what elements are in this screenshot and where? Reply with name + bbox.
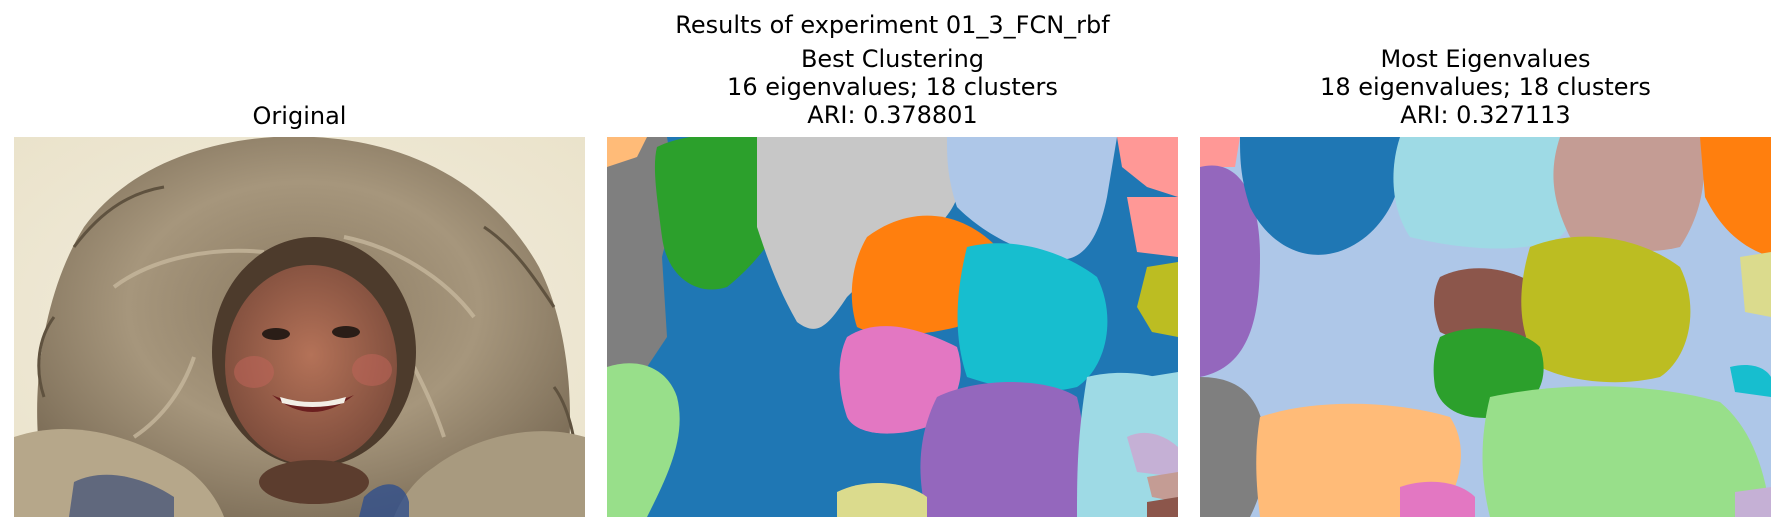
panel-title-best: Best Clustering 16 eigenvalues; 18 clust… [607, 45, 1178, 129]
panel-title-most: Most Eigenvalues 18 eigenvalues; 18 clus… [1200, 45, 1771, 129]
panel-title-line: Original [252, 102, 347, 130]
figure-title: Results of experiment 01_3_FCN_rbf [675, 11, 1110, 39]
panel-title-original: Original [14, 102, 585, 130]
panel-title-line: ARI: 0.378801 [807, 101, 978, 129]
panel-title-line: 18 eigenvalues; 18 clusters [1320, 73, 1651, 101]
panel-title-line: ARI: 0.327113 [1400, 101, 1571, 129]
original-image [14, 137, 585, 517]
panel-title-line: Best Clustering [800, 45, 985, 73]
most-eigenvalues-map [1200, 137, 1771, 517]
panel-title-line: Most Eigenvalues [1380, 45, 1591, 73]
best-clustering-map [607, 137, 1178, 517]
panel-title-line: 16 eigenvalues; 18 clusters [727, 73, 1058, 101]
